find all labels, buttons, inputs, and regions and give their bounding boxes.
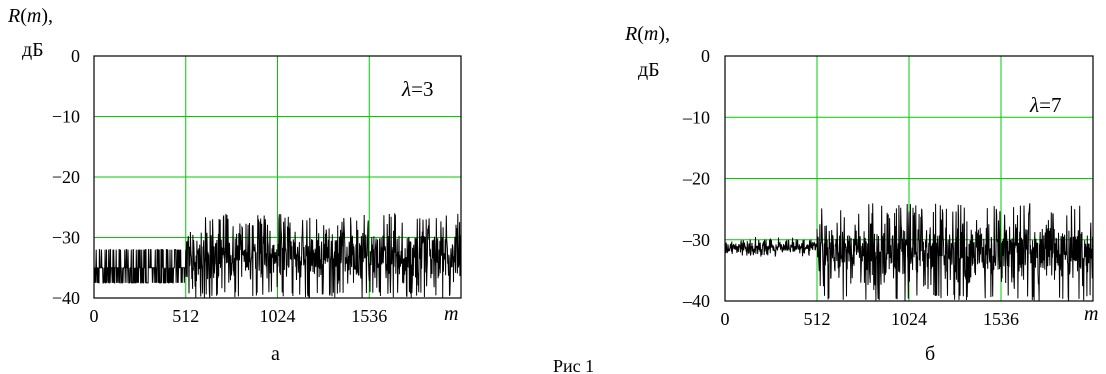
chart-panel-a: 0 −10 −20 −30 −40 0 512 1024 1536 R(m), дБ m λ=… <box>7 5 462 365</box>
data-series-line <box>93 213 462 299</box>
y-tick-labels: 0 −10 −20 −30 −40 <box>52 46 80 308</box>
x-tick-label: 1536 <box>983 309 1019 329</box>
lambda-annotation: λ=3 <box>401 77 433 101</box>
y-tick-label: −40 <box>52 288 80 308</box>
y-tick-label: –40 <box>682 291 710 311</box>
data-series-line <box>724 203 1094 302</box>
x-tick-label: 1024 <box>260 306 296 326</box>
panel-label: б <box>925 343 935 365</box>
y-tick-label: 0 <box>71 46 80 66</box>
x-tick-label: 0 <box>721 309 730 329</box>
y-tick-label: −10 <box>52 107 80 127</box>
x-tick-label: 1536 <box>351 306 387 326</box>
y-axis-label-unit: дБ <box>638 59 660 81</box>
x-tick-label: 1024 <box>891 309 927 329</box>
y-tick-label: –20 <box>682 169 710 189</box>
y-tick-label: –30 <box>682 230 710 250</box>
y-tick-label: 0 <box>701 46 710 66</box>
figure-caption: Рис 1 <box>553 356 594 374</box>
chart-panel-b: 0 –10 –20 –30 –40 0 512 1024 1536 R(m), дБ m λ=… <box>624 23 1098 365</box>
x-tick-labels: 0 512 1024 1536 <box>90 306 388 326</box>
x-tick-label: 512 <box>804 309 831 329</box>
y-tick-label: −20 <box>52 167 80 187</box>
y-tick-labels: 0 –10 –20 –30 –40 <box>682 46 710 311</box>
y-axis-label-unit: дБ <box>22 39 44 61</box>
y-axis-label-line1: R(m), <box>7 5 53 27</box>
y-tick-label: –10 <box>682 107 710 127</box>
plot-frame <box>93 55 462 299</box>
grid <box>94 56 461 298</box>
x-axis-label: m <box>444 303 458 325</box>
x-axis-label: m <box>1084 303 1098 325</box>
panel-label: а <box>271 343 280 365</box>
y-tick-label: −30 <box>52 228 80 248</box>
x-tick-label: 0 <box>90 306 99 326</box>
x-tick-labels: 0 512 1024 1536 <box>721 309 1020 329</box>
y-axis-label-line1: R(m), <box>624 23 670 45</box>
x-tick-label: 512 <box>172 306 199 326</box>
plot-frame <box>724 55 1094 302</box>
lambda-annotation: λ=7 <box>1029 93 1061 117</box>
